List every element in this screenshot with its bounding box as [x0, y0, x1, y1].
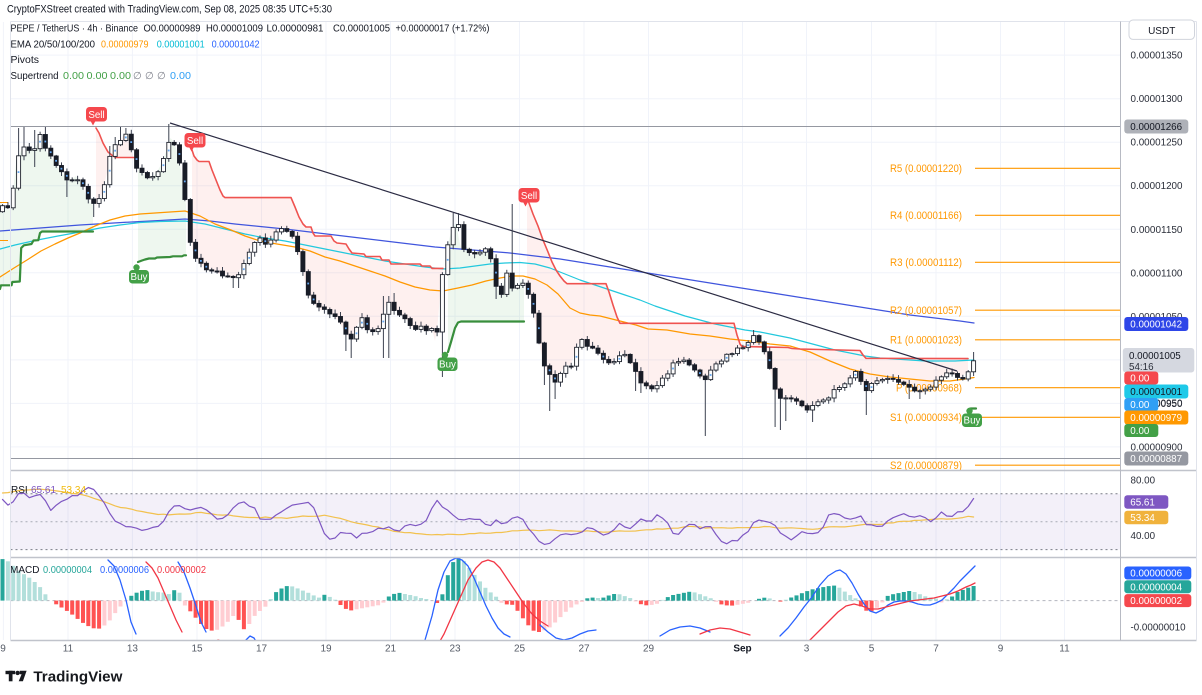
svg-text:0.00001042: 0.00001042	[212, 40, 260, 51]
svg-text:0.00000979: 0.00000979	[1130, 413, 1182, 424]
svg-text:0.00: 0.00	[1130, 426, 1150, 437]
svg-text:0.00001005: 0.00001005	[1129, 351, 1181, 362]
svg-text:40.00: 40.00	[1131, 531, 1156, 542]
svg-text:0.00001001: 0.00001001	[1130, 387, 1182, 398]
svg-text:0.00001150: 0.00001150	[1131, 225, 1184, 236]
svg-text:EMA 20/50/100/200: EMA 20/50/100/200	[11, 40, 96, 51]
svg-text:65.61: 65.61	[31, 485, 56, 496]
svg-text:USDT: USDT	[1148, 26, 1175, 37]
svg-text:0.00001266: 0.00001266	[1130, 122, 1182, 133]
svg-text:0.00001200: 0.00001200	[1131, 181, 1184, 192]
svg-text:17: 17	[256, 644, 268, 655]
svg-text:0.00000002: 0.00000002	[157, 565, 206, 576]
svg-text:27: 27	[578, 644, 590, 655]
svg-text:65.61: 65.61	[1130, 498, 1155, 509]
svg-text:0.00: 0.00	[110, 71, 131, 82]
svg-text:Sep: Sep	[733, 644, 751, 655]
svg-text:0.00: 0.00	[63, 71, 84, 82]
svg-text:11: 11	[63, 644, 74, 655]
svg-text:53.34: 53.34	[61, 485, 86, 496]
svg-text:∅: ∅	[133, 71, 142, 82]
svg-text:0.00000979: 0.00000979	[101, 40, 149, 51]
svg-text:0.00: 0.00	[87, 71, 108, 82]
svg-text:53.34: 53.34	[1130, 513, 1155, 524]
svg-text:3: 3	[804, 644, 810, 655]
svg-text:25: 25	[514, 644, 526, 655]
svg-text:Sell: Sell	[88, 110, 104, 121]
svg-text:9: 9	[0, 644, 6, 655]
svg-text:S1 (0.00000934): S1 (0.00000934)	[890, 412, 962, 424]
svg-text:H0.00001009: H0.00001009	[206, 24, 263, 35]
svg-text:CryptoFXStreet created with Tr: CryptoFXStreet created with TradingView.…	[7, 4, 332, 16]
svg-text:Pivots: Pivots	[11, 55, 40, 66]
svg-text:0.00001350: 0.00001350	[1131, 51, 1184, 62]
svg-text:R2 (0.00001057): R2 (0.00001057)	[890, 305, 962, 317]
svg-text:0.00000900: 0.00000900	[1131, 442, 1184, 453]
svg-text:Buy: Buy	[131, 272, 148, 283]
svg-text:Buy: Buy	[439, 360, 456, 371]
svg-text:0.00000002: 0.00000002	[1130, 596, 1182, 607]
svg-text:0.00: 0.00	[1130, 374, 1150, 385]
svg-text:0.00001300: 0.00001300	[1131, 94, 1184, 105]
svg-text:15: 15	[191, 644, 203, 655]
svg-text:O0.00000989: O0.00000989	[144, 24, 201, 35]
svg-text:RSI: RSI	[11, 485, 28, 496]
svg-text:0.00000004: 0.00000004	[1130, 582, 1182, 593]
svg-text:0.00001042: 0.00001042	[1130, 320, 1182, 331]
svg-text:21: 21	[385, 644, 397, 655]
svg-text:0.00001001: 0.00001001	[157, 40, 205, 51]
svg-text:Buy: Buy	[964, 416, 981, 427]
svg-text:Sell: Sell	[187, 136, 203, 147]
svg-text:5: 5	[869, 644, 875, 655]
svg-text:0.00001250: 0.00001250	[1131, 138, 1184, 149]
svg-text:29: 29	[643, 644, 655, 655]
svg-text:0.00001100: 0.00001100	[1131, 268, 1184, 279]
svg-text:S2 (0.00000879): S2 (0.00000879)	[890, 460, 962, 472]
svg-text:Sell: Sell	[521, 191, 537, 202]
svg-text:MACD: MACD	[10, 565, 39, 576]
svg-text:R4 (0.00001166): R4 (0.00001166)	[890, 210, 962, 222]
svg-text:23: 23	[449, 644, 461, 655]
svg-text:9: 9	[998, 644, 1004, 655]
svg-text:L0.00000981: L0.00000981	[267, 24, 324, 35]
svg-text:0.00000006: 0.00000006	[100, 565, 149, 576]
svg-text:0.00000004: 0.00000004	[43, 565, 92, 576]
svg-text:-0.00000010: -0.00000010	[1131, 622, 1187, 633]
svg-text:TradingView: TradingView	[33, 670, 123, 686]
svg-text:19: 19	[320, 644, 332, 655]
svg-text:C0.00001005: C0.00001005	[333, 24, 390, 35]
svg-text:13: 13	[127, 644, 139, 655]
svg-text:∅: ∅	[157, 71, 166, 82]
svg-text:PEPE / TetherUS · 4h · Binance: PEPE / TetherUS · 4h · Binance	[11, 24, 139, 35]
svg-text:∅: ∅	[145, 71, 154, 82]
svg-text:R1 (0.00001023): R1 (0.00001023)	[890, 335, 962, 347]
svg-text:0.00000887: 0.00000887	[1130, 454, 1182, 465]
svg-text:7: 7	[933, 644, 939, 655]
svg-text:R5 (0.00001220): R5 (0.00001220)	[890, 163, 962, 175]
svg-text:0.00: 0.00	[1130, 400, 1150, 411]
svg-text:11: 11	[1059, 644, 1070, 655]
svg-text:Supertrend: Supertrend	[11, 71, 59, 82]
svg-text:0.00: 0.00	[170, 71, 191, 82]
svg-text:54:16: 54:16	[1129, 362, 1154, 373]
svg-text:0.00000006: 0.00000006	[1130, 569, 1182, 580]
svg-text:R3 (0.00001112): R3 (0.00001112)	[890, 257, 962, 269]
svg-text:80.00: 80.00	[1131, 475, 1156, 486]
svg-text:+0.00000017 (+1.72%): +0.00000017 (+1.72%)	[396, 24, 490, 35]
